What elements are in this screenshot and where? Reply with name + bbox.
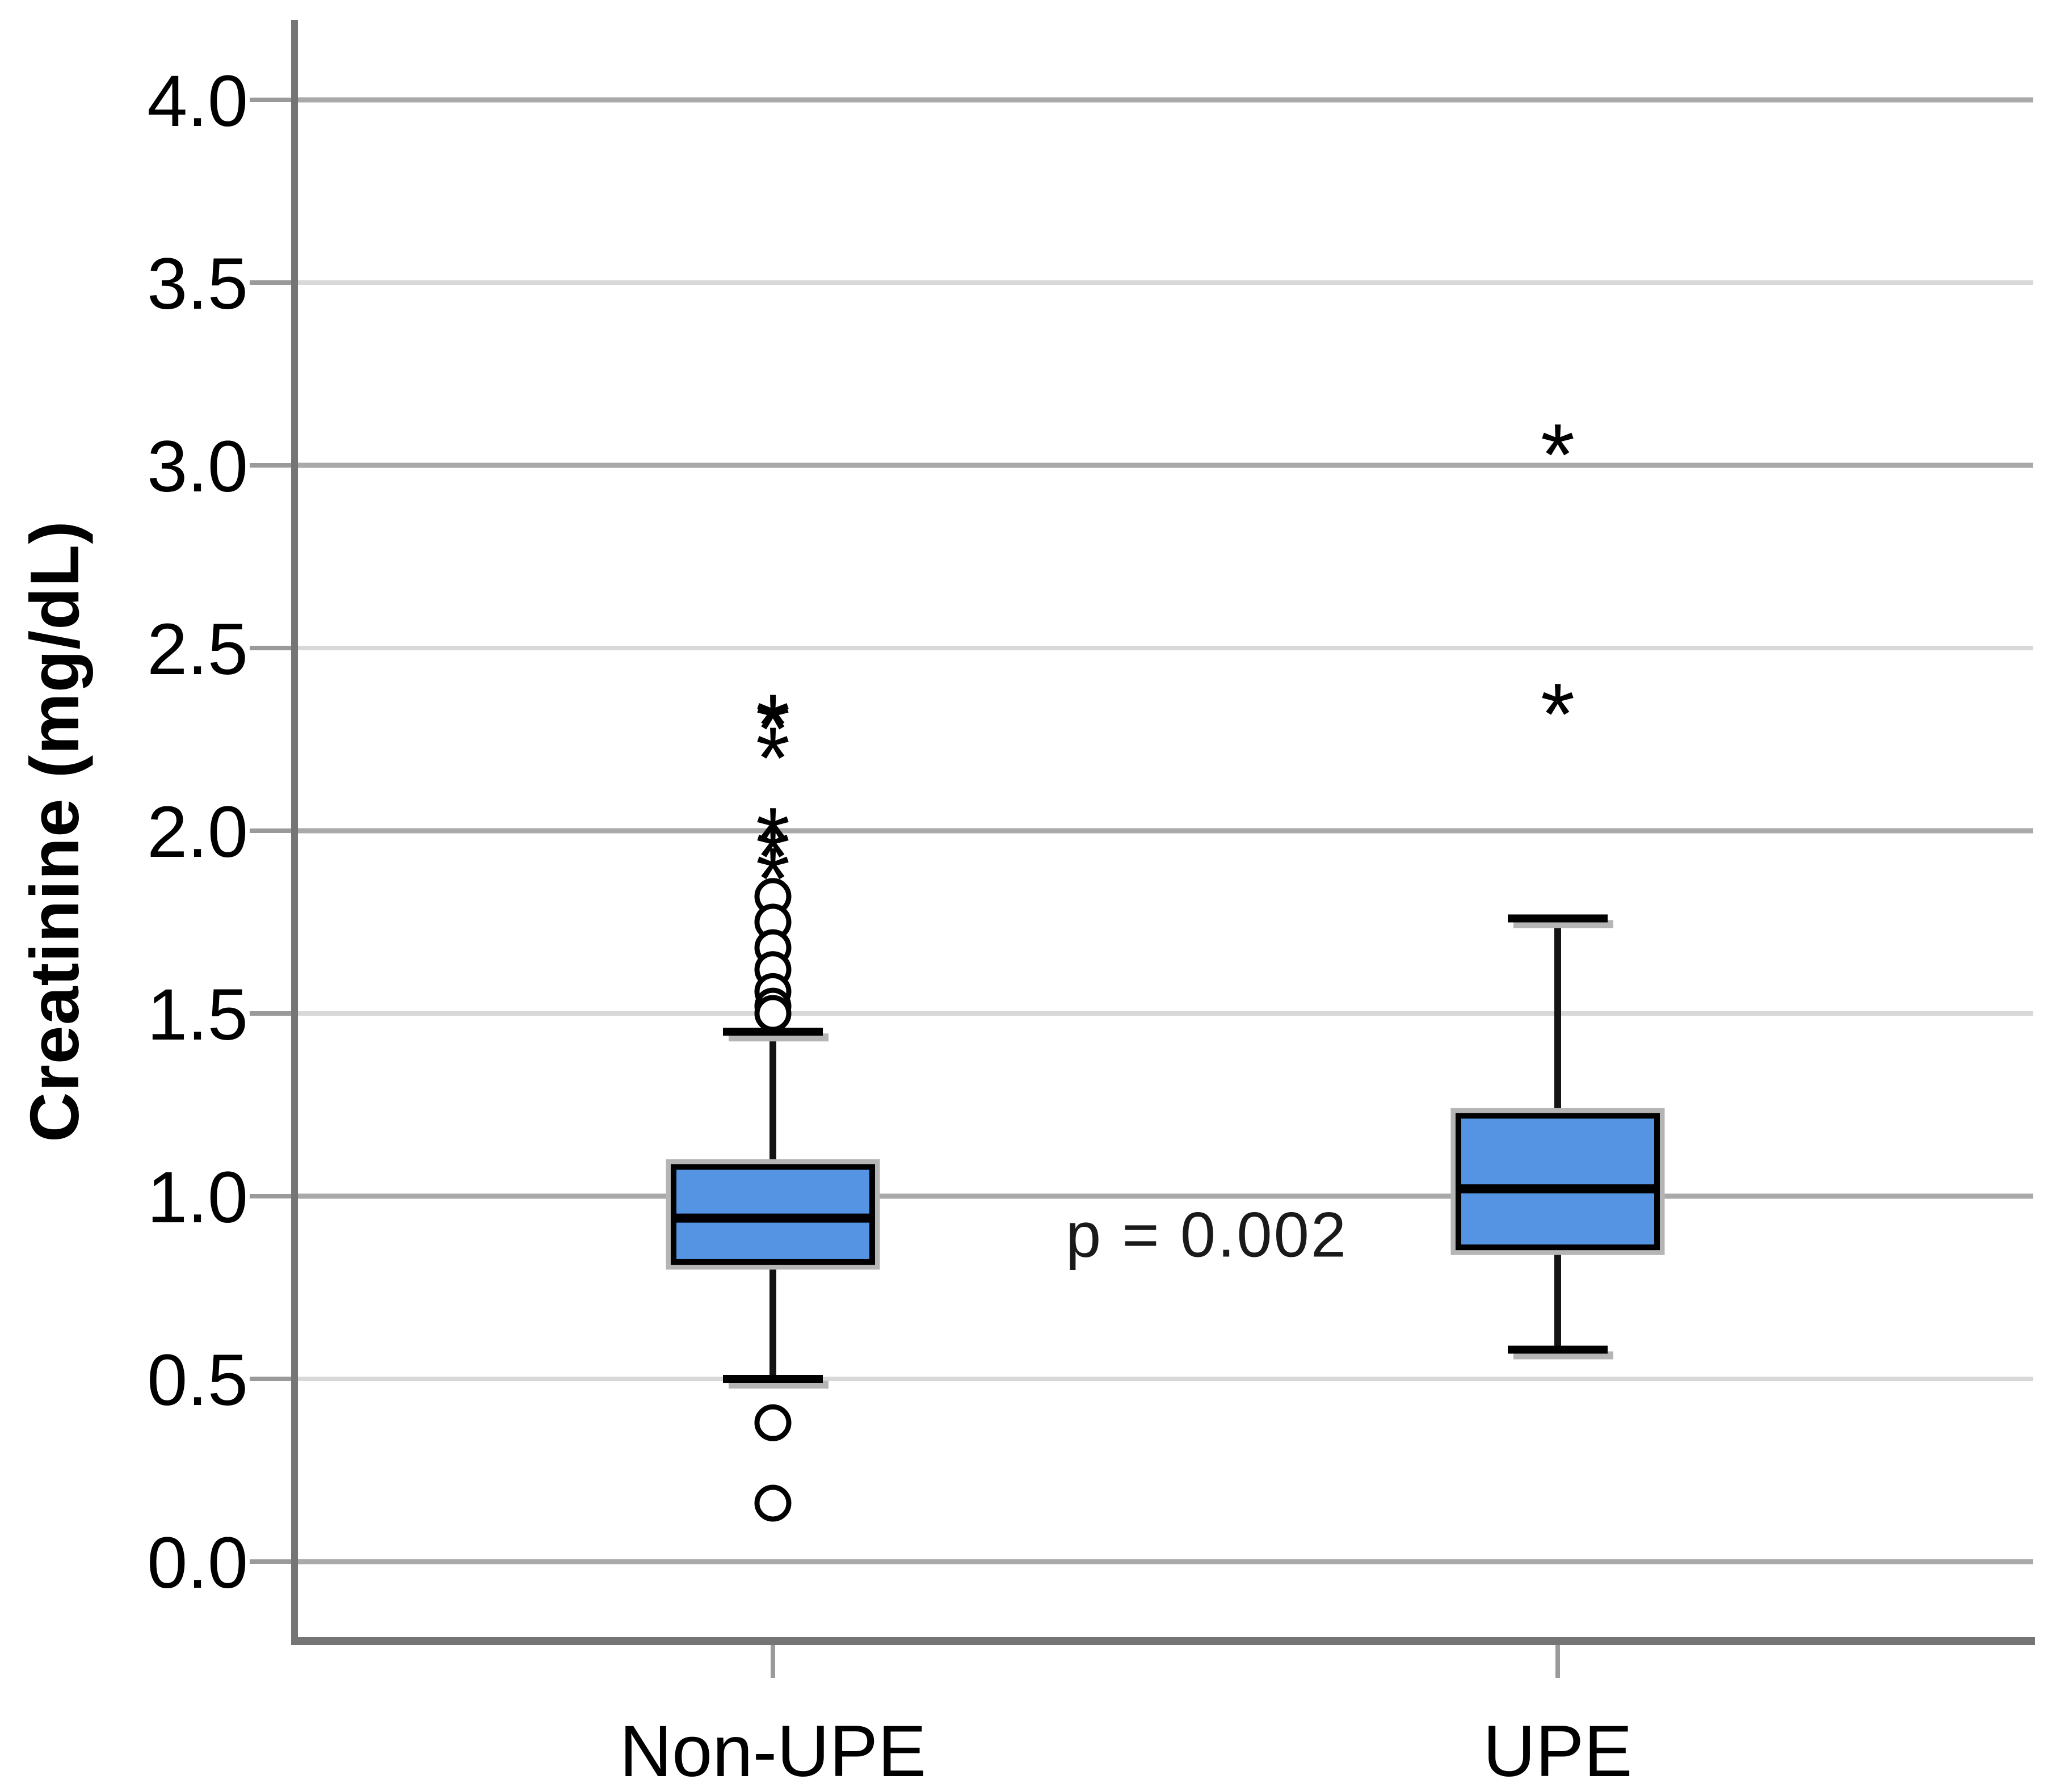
outlier-asterisk-non-upe: *: [756, 709, 790, 807]
outlier-asterisk-upe: *: [1541, 406, 1575, 504]
outlier-asterisk-non-upe: *: [756, 807, 790, 906]
y-tick-label: 4.0: [147, 61, 248, 142]
outlier-circle-non-upe: [754, 995, 792, 1032]
p-value-annotation: p = 0.002: [1066, 1199, 1348, 1271]
box-shadow-non-upe: [666, 1159, 880, 1270]
y-tick-label: 0.0: [147, 1522, 248, 1604]
y-tick-label: 3.0: [147, 426, 248, 507]
outlier-circle-non-upe: [754, 1484, 792, 1522]
y-tick-label: 2.5: [147, 609, 248, 690]
x-category-label-non-upe: Non-UPE: [620, 1711, 927, 1792]
box-shadow-upe: [1450, 1108, 1665, 1255]
y-tick-label: 1.0: [147, 1157, 248, 1238]
y-tick-label: 2.0: [147, 792, 248, 873]
box-upe: [1456, 1113, 1660, 1251]
y-tick-label: 0.5: [147, 1340, 248, 1421]
outlier-circle-non-upe: [754, 1404, 792, 1441]
outlier-asterisk-non-upe: *: [756, 830, 790, 928]
outlier-asterisk-non-upe: *: [756, 789, 790, 887]
outlier-asterisk-upe: *: [1541, 665, 1575, 763]
y-tick-label: 3.5: [147, 243, 248, 325]
outlier-asterisk-non-upe: *: [756, 680, 790, 778]
x-category-label-upe: UPE: [1483, 1711, 1632, 1792]
y-tick-label: 1.5: [147, 974, 248, 1055]
outlier-asterisk-non-upe: *: [756, 676, 790, 774]
y-axis-title: Creatinine (mg/dL): [16, 520, 93, 1142]
